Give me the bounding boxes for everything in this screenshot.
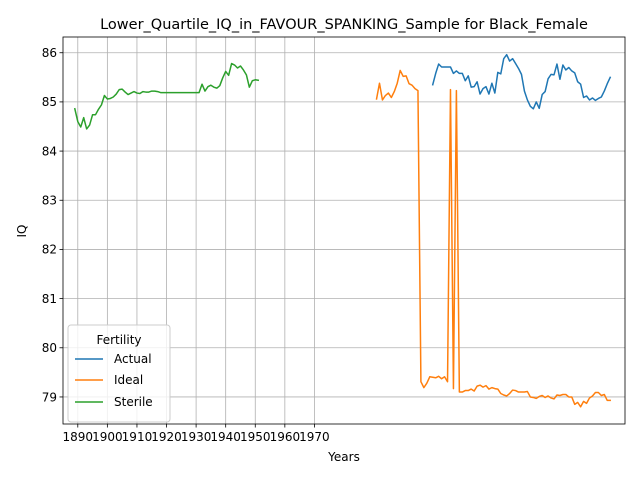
- x-tick-label: 1890: [63, 430, 94, 444]
- legend-label-ideal: Ideal: [114, 373, 143, 387]
- x-axis-label: Years: [327, 450, 360, 464]
- legend-label-actual: Actual: [114, 352, 152, 366]
- series-lines: [73, 53, 612, 408]
- y-axis-label: IQ: [15, 225, 29, 238]
- legend-entry-sterile: Sterile: [75, 395, 153, 409]
- x-tick-label: 1910: [122, 430, 153, 444]
- plot-frame: [62, 36, 626, 425]
- legend-entry-actual: Actual: [75, 352, 152, 366]
- axis-ticks: 1890 1900 1910 1920 1930 1940 1950 1960 1970 79 80…: [42, 46, 330, 444]
- y-tick-label: 84: [42, 144, 57, 158]
- x-tick-label: 1920: [151, 430, 182, 444]
- legend-title: Fertility: [96, 333, 141, 347]
- legend-frame: [67, 324, 171, 423]
- y-tick-label: 86: [42, 46, 57, 60]
- y-tick-label: 82: [42, 243, 57, 257]
- series-line-sterile: [73, 62, 260, 130]
- y-tick-label: 85: [42, 95, 57, 109]
- x-tick-label: 1960: [270, 430, 301, 444]
- series-line-actual: [431, 53, 612, 110]
- y-tick-label: 79: [42, 390, 57, 404]
- y-tick-label: 83: [42, 194, 57, 208]
- x-tick-label: 1930: [181, 430, 212, 444]
- legend: Fertility Actual Ideal Sterile: [67, 324, 171, 423]
- chart-title: Lower_Quartile_IQ_in_FAVOUR_SPANKING_Sam…: [100, 17, 588, 33]
- y-tick-label: 80: [42, 341, 57, 355]
- x-tick-label: 1950: [240, 430, 271, 444]
- y-tick-label: 81: [42, 292, 57, 306]
- x-tick-label: 1940: [210, 430, 241, 444]
- series-line-ideal: [375, 69, 611, 408]
- x-tick-label: 1900: [92, 430, 123, 444]
- legend-label-sterile: Sterile: [114, 395, 153, 409]
- legend-entry-ideal: Ideal: [75, 373, 143, 387]
- x-tick-label: 1970: [299, 430, 330, 444]
